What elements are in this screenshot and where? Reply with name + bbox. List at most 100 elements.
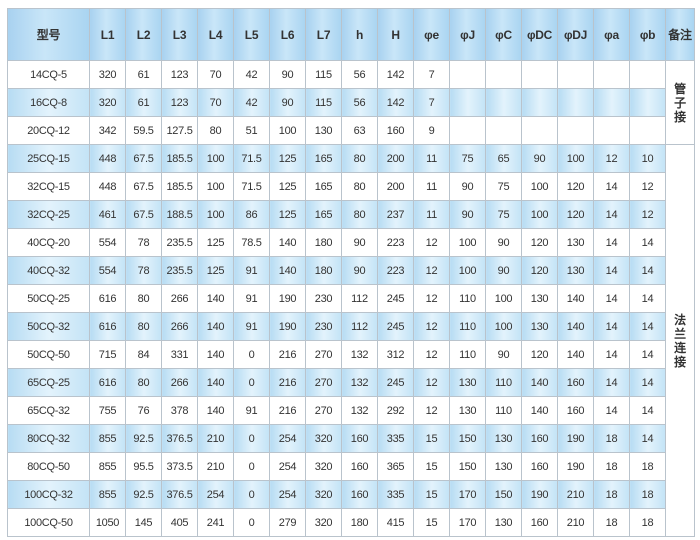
value-cell: 100	[197, 172, 234, 201]
column-header: L7	[305, 8, 342, 61]
value-cell: 132	[341, 340, 378, 369]
value-cell: 0	[233, 368, 270, 397]
value-cell: 100	[269, 116, 306, 145]
value-cell	[485, 60, 522, 89]
value-cell: 42	[233, 88, 270, 117]
value-cell: 130	[449, 368, 486, 397]
value-cell: 235.5	[161, 256, 198, 285]
value-cell: 216	[269, 368, 306, 397]
value-cell: 140	[269, 256, 306, 285]
value-cell: 12	[593, 144, 630, 173]
value-cell: 112	[341, 284, 378, 313]
value-cell: 140	[521, 396, 558, 425]
value-cell: 90	[449, 172, 486, 201]
table-row: 65CQ-25 616 80 266 140 0 216 270 132 245 12 130 110 1…	[7, 368, 695, 397]
value-cell: 320	[305, 508, 342, 537]
value-cell: 18	[593, 480, 630, 509]
model-cell: 65CQ-25	[7, 368, 90, 397]
model-cell: 14CQ-5	[7, 60, 90, 89]
column-header: L2	[125, 8, 162, 61]
value-cell: 140	[197, 368, 234, 397]
value-cell: 91	[233, 312, 270, 341]
value-cell: 110	[485, 368, 522, 397]
value-cell: 14	[593, 256, 630, 285]
value-cell: 0	[233, 480, 270, 509]
value-cell: 140	[521, 368, 558, 397]
value-cell: 78.5	[233, 228, 270, 257]
value-cell: 14	[629, 368, 666, 397]
value-cell: 376.5	[161, 424, 198, 453]
value-cell: 115	[305, 88, 342, 117]
value-cell: 14	[629, 312, 666, 341]
value-cell: 342	[89, 116, 126, 145]
value-cell: 270	[305, 340, 342, 369]
value-cell	[557, 88, 594, 117]
value-cell: 130	[557, 256, 594, 285]
value-cell: 270	[305, 396, 342, 425]
value-cell: 112	[341, 312, 378, 341]
value-cell: 200	[377, 172, 414, 201]
value-cell: 11	[413, 172, 450, 201]
table-row: 100CQ-50 1050 145 405 241 0 279 320 180 415 15 170 1…	[7, 508, 695, 537]
value-cell: 140	[197, 340, 234, 369]
value-cell: 254	[269, 452, 306, 481]
value-cell: 67.5	[125, 144, 162, 173]
value-cell: 14	[593, 200, 630, 229]
table-row: 40CQ-20 554 78 235.5 125 78.5 140 180 90 223 12 100…	[7, 228, 695, 257]
value-cell: 110	[449, 340, 486, 369]
value-cell: 140	[269, 228, 306, 257]
value-cell: 92.5	[125, 424, 162, 453]
value-cell: 142	[377, 60, 414, 89]
value-cell: 216	[269, 396, 306, 425]
value-cell	[557, 60, 594, 89]
value-cell: 266	[161, 368, 198, 397]
value-cell: 12	[629, 172, 666, 201]
value-cell: 120	[521, 340, 558, 369]
value-cell: 270	[305, 368, 342, 397]
value-cell: 855	[89, 424, 126, 453]
table-row: 25CQ-15 448 67.5 185.5 100 71.5 125 165 80 200 11 7…	[7, 144, 695, 537]
value-cell: 67.5	[125, 200, 162, 229]
table-row: 14CQ-5 320 61 123 70 42 90 115 56 142 7 管子接	[7, 60, 695, 145]
value-cell: 616	[89, 368, 126, 397]
value-cell: 145	[125, 508, 162, 537]
value-cell: 110	[449, 284, 486, 313]
value-cell: 130	[485, 424, 522, 453]
value-cell	[593, 60, 630, 89]
value-cell: 100	[449, 256, 486, 285]
value-cell: 170	[449, 480, 486, 509]
value-cell: 120	[557, 172, 594, 201]
value-cell: 150	[449, 452, 486, 481]
value-cell: 292	[377, 396, 414, 425]
value-cell	[449, 60, 486, 89]
value-cell: 0	[233, 424, 270, 453]
value-cell: 14	[593, 284, 630, 313]
value-cell: 405	[161, 508, 198, 537]
value-cell: 14	[629, 424, 666, 453]
column-header: φb	[629, 8, 666, 61]
value-cell: 190	[557, 452, 594, 481]
value-cell: 80	[341, 144, 378, 173]
value-cell: 1050	[89, 508, 126, 537]
value-cell: 61	[125, 60, 162, 89]
column-header: L6	[269, 8, 306, 61]
column-header: φDC	[521, 8, 558, 61]
value-cell: 14	[593, 368, 630, 397]
value-cell: 130	[521, 312, 558, 341]
value-cell: 180	[341, 508, 378, 537]
value-cell: 165	[305, 144, 342, 173]
value-cell: 100	[449, 228, 486, 257]
value-cell: 140	[557, 284, 594, 313]
value-cell: 80	[341, 172, 378, 201]
value-cell: 190	[269, 284, 306, 313]
value-cell: 90	[485, 340, 522, 369]
value-cell: 180	[305, 228, 342, 257]
column-header: L4	[197, 8, 234, 61]
value-cell: 165	[305, 200, 342, 229]
value-cell: 616	[89, 312, 126, 341]
value-cell: 448	[89, 144, 126, 173]
value-cell: 266	[161, 284, 198, 313]
value-cell: 75	[449, 144, 486, 173]
table-row: 32CQ-15 448 67.5 185.5 100 71.5 125 165 80 200 11 9…	[7, 172, 695, 201]
value-cell: 90	[341, 256, 378, 285]
